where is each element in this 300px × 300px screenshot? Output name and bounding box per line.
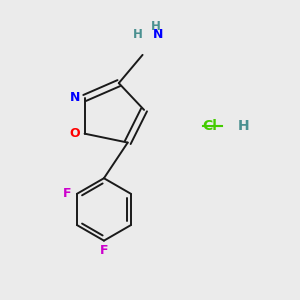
Text: H: H xyxy=(150,20,160,34)
Text: F: F xyxy=(100,244,108,257)
Text: O: O xyxy=(70,127,80,140)
Text: H: H xyxy=(238,119,249,133)
Text: N: N xyxy=(70,92,80,104)
Text: N: N xyxy=(152,28,163,41)
Text: Cl: Cl xyxy=(202,119,217,133)
Text: F: F xyxy=(63,187,72,200)
Text: H: H xyxy=(133,28,142,41)
